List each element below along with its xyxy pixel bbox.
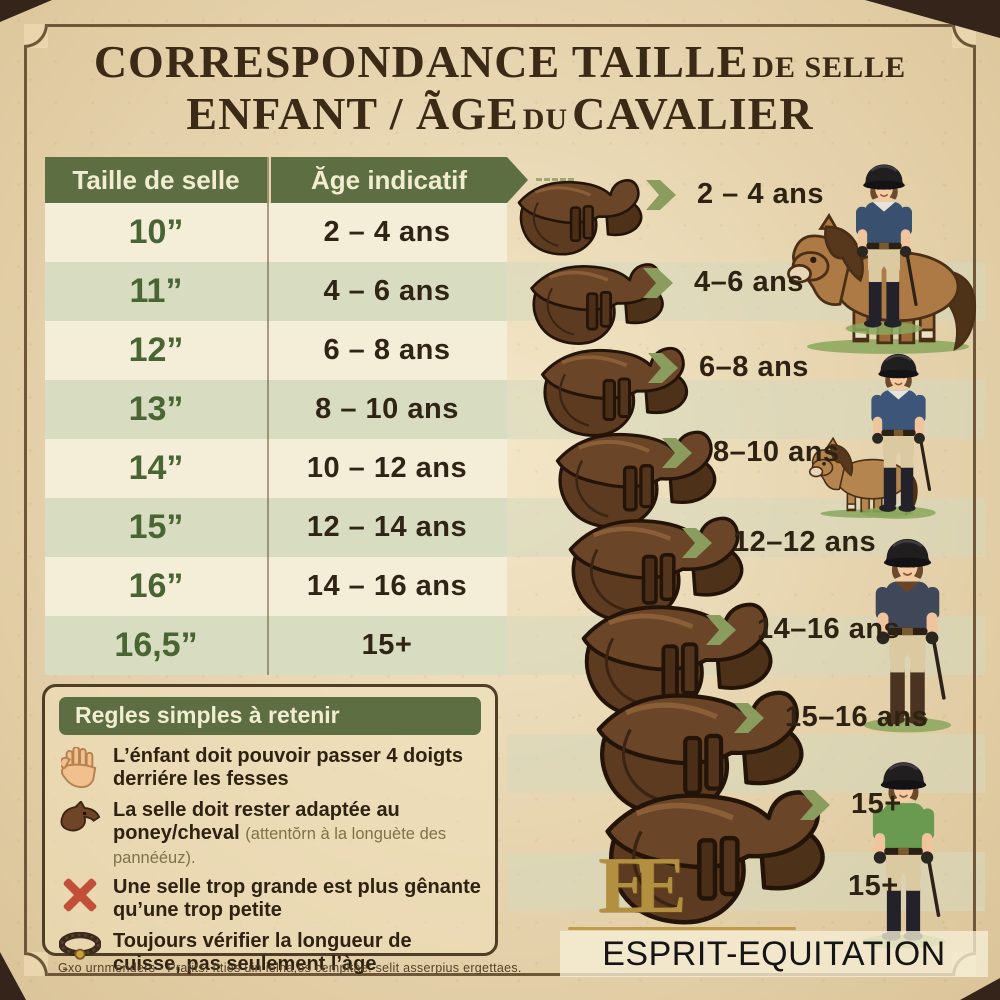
title-line1-main: CORRESPONDANCE TAILLE (93, 36, 749, 87)
torn-corner-decoration (865, 0, 1000, 38)
saddle-size-value: 14” (128, 449, 184, 487)
saddle-age-label: 8–10 ans (713, 436, 840, 468)
dashed-connector (536, 178, 574, 181)
cross-icon (63, 878, 97, 912)
chevron-right-icon (642, 268, 678, 298)
rule-item: Une selle trop grande est plus gênante q… (59, 876, 481, 923)
saddle-size-value: 12” (128, 331, 184, 369)
table-row: 16” 14 – 16 ans (45, 557, 507, 616)
age-range-value: 14 – 16 ans (306, 570, 468, 602)
age-range-value: 15+ (361, 629, 413, 661)
rule-text: Toujours vérifier la longueur de cuisse,… (113, 929, 412, 976)
chevron-right-icon (733, 703, 769, 733)
chevron-right-icon (661, 438, 697, 468)
hand-icon (61, 747, 99, 789)
age-range-value: 4 – 6 ans (323, 275, 451, 307)
chevron-right-icon (799, 790, 835, 820)
frame-corner-notch (24, 952, 48, 976)
chevron-right-icon (647, 353, 683, 383)
brand-band: ESPRIT-EQUITATION (560, 931, 988, 977)
table-row: 15” 12 – 14 ans (45, 498, 507, 557)
rule-text: La selle doit rester adaptée au poney/ch… (113, 798, 447, 867)
chevron-right-icon (705, 615, 741, 645)
collar-icon (59, 932, 101, 960)
fine-print: Ǥxo urnmenders - Pratits. Itties uin iel… (58, 961, 522, 975)
child-rider-illustration (836, 146, 932, 338)
rule-text: Une selle trop grande est plus gênante q… (113, 875, 481, 922)
brand-logo: EE (598, 842, 687, 930)
age-range-value: 12 – 14 ans (306, 511, 468, 543)
rule-note: (attentŏrn à la longuète des pannééuz). (113, 825, 447, 867)
saddle-size-value: 13” (128, 390, 184, 428)
saddle-age-label: 12–12 ans (733, 526, 877, 558)
table-row: 12” 6 – 8 ans (45, 321, 507, 380)
age-range-value: 10 – 12 ans (306, 452, 468, 484)
table-header: Taille de selle Ăge indicatif (45, 157, 528, 203)
horse-head-icon (59, 801, 101, 835)
age-range-value: 6 – 8 ans (323, 334, 451, 366)
torn-corner-decoration (0, 952, 26, 1000)
brand-logo-underline (568, 927, 796, 930)
child-rider-illustration (851, 742, 956, 952)
table-row: 14” 10 – 12 ans (45, 439, 507, 498)
torn-corner-decoration (960, 978, 1000, 1000)
rule-item: La selle doit rester adaptée au poney/ch… (59, 799, 481, 869)
torn-corner-decoration (0, 0, 52, 22)
saddle-size-value: 16” (128, 567, 184, 605)
size-age-table: 10” 2 – 4 ans 11” 4 – 6 ans 12” 6 – 8 an… (45, 203, 507, 675)
saddle-age-label: 6–8 ans (699, 351, 809, 383)
saddle-age-label: 2 – 4 ans (697, 178, 825, 210)
column-header-saddle-size: Taille de selle (45, 157, 267, 203)
chevron-right-icon (645, 180, 681, 210)
child-rider-illustration (852, 336, 945, 522)
saddle-size-value: 15” (128, 508, 184, 546)
table-row: 11” 4 – 6 ans (45, 262, 507, 321)
rule-item: L’énfant doit pouvoir passer 4 doigts de… (59, 745, 481, 792)
saddle-age-label: 15–16 ans (785, 701, 929, 733)
table-row: 10” 2 – 4 ans (45, 203, 507, 262)
age-range-value: 8 – 10 ans (315, 393, 459, 425)
chevron-right-icon (681, 528, 717, 558)
saddle-age-label: 15+ (851, 788, 902, 820)
saddle-size-value: 11” (129, 272, 183, 310)
saddle-age-label: 15+ (848, 870, 899, 902)
saddle-age-label: 4–6 ans (694, 266, 804, 298)
saddle-size-value: 10” (128, 213, 184, 251)
table-row: 16,5” 15+ (45, 616, 507, 675)
rules-box: Regles simples à retenir L’énfant doit p… (42, 684, 498, 975)
title-line2-main-b: CAVALIER (572, 87, 814, 139)
title-line2-main-a: ENFANT / ÃGE (186, 87, 519, 139)
age-range-value: 2 – 4 ans (323, 216, 451, 248)
title-line2-sub: DU (522, 102, 569, 136)
saddle-age-label: 14–16 ans (757, 613, 901, 645)
brand-name: ESPRIT-EQUITATION (602, 934, 946, 973)
table-column-divider (267, 157, 269, 675)
rule-item: Toujours vérifier la longueur de cuisse,… (59, 930, 481, 977)
table-row: 13” 8 – 10 ans (45, 380, 507, 439)
column-header-age: Ăge indicatif (271, 157, 528, 203)
page-title: CORRESPONDANCE TAILLE DE SELLE ENFANT / … (0, 36, 1000, 139)
saddle-size-value: 16,5” (114, 626, 198, 664)
rule-text: L’énfant doit pouvoir passer 4 doigts de… (113, 745, 464, 791)
title-line1-sub: DE SELLE (752, 51, 907, 84)
rules-box-title: Regles simples à retenir (59, 697, 481, 735)
